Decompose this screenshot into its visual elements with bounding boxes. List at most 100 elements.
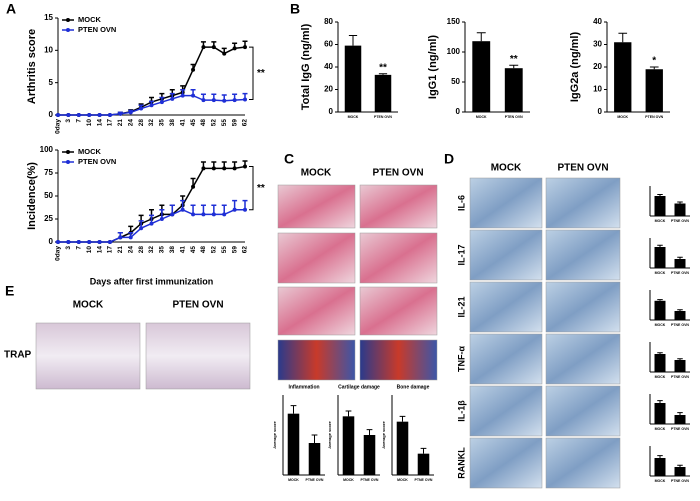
bar bbox=[674, 259, 686, 268]
error-bar bbox=[677, 256, 683, 259]
legend-marker bbox=[66, 18, 70, 22]
bar bbox=[654, 196, 666, 216]
x-tick-label: 28 bbox=[138, 246, 145, 254]
x-tick-label: MOCK bbox=[397, 478, 408, 482]
x-tick-label: 59 bbox=[231, 119, 238, 127]
bar bbox=[308, 443, 321, 475]
panel-label: D bbox=[444, 151, 454, 167]
x-tick-label: MOCK bbox=[655, 323, 666, 327]
x-tick-label: MOCK bbox=[348, 115, 359, 119]
data-point bbox=[128, 235, 133, 240]
y-tick-label: 0 bbox=[456, 107, 461, 116]
bar bbox=[674, 415, 686, 424]
y-tick-label: 80 bbox=[324, 17, 333, 26]
x-tick-label: 35 bbox=[159, 119, 166, 127]
bar bbox=[674, 203, 686, 216]
data-point bbox=[191, 93, 196, 98]
bar bbox=[374, 74, 392, 112]
error-bar bbox=[677, 309, 683, 311]
error-bar bbox=[476, 32, 486, 42]
data-point bbox=[56, 113, 60, 117]
histology-image bbox=[277, 339, 356, 381]
bar bbox=[654, 403, 666, 424]
error-bar bbox=[366, 429, 373, 435]
bar bbox=[342, 416, 355, 475]
x-tick-label: MOCK bbox=[288, 478, 299, 482]
y-axis-label: Incidence(%) bbox=[26, 162, 38, 230]
x-tick-label: PTNE OVN bbox=[671, 375, 689, 379]
data-point bbox=[243, 164, 247, 169]
data-point bbox=[118, 235, 123, 240]
data-point bbox=[191, 67, 196, 72]
x-tick-label: PTNE OVN bbox=[671, 323, 689, 327]
data-point bbox=[66, 113, 71, 117]
legend-label: PTEN OVN bbox=[78, 25, 116, 34]
error-bar bbox=[657, 455, 663, 458]
data-point bbox=[222, 166, 227, 171]
data-point bbox=[201, 166, 206, 171]
significance-bracket bbox=[249, 46, 254, 100]
y-tick-label: 60 bbox=[324, 40, 333, 49]
histology-image bbox=[359, 286, 438, 336]
legend-marker bbox=[66, 150, 70, 154]
histology-image bbox=[277, 286, 356, 336]
x-tick-label: 28 bbox=[138, 119, 145, 127]
data-point bbox=[243, 45, 247, 50]
data-point bbox=[201, 98, 206, 103]
x-tick-label: 55 bbox=[221, 246, 228, 254]
data-point bbox=[201, 212, 206, 217]
x-tick-label: 10 bbox=[86, 119, 93, 127]
row-label: IL-17 bbox=[456, 244, 466, 265]
data-point bbox=[56, 240, 60, 244]
error-bar bbox=[290, 405, 297, 414]
y-tick-label: 0 bbox=[49, 110, 54, 119]
y-axis-label: Arthritis score bbox=[26, 29, 38, 104]
error-bar bbox=[378, 73, 388, 75]
y-axis-label: IgG1 (ng/ml) bbox=[427, 35, 439, 100]
histology-image bbox=[469, 281, 543, 333]
x-tick-label: 55 bbox=[221, 119, 228, 127]
x-tick-label: PTEN OVN bbox=[645, 115, 663, 119]
data-point bbox=[87, 113, 92, 117]
x-tick-label: MOCK bbox=[655, 375, 666, 379]
histology-image bbox=[545, 385, 621, 437]
bar bbox=[654, 300, 666, 320]
error-bar bbox=[399, 415, 406, 422]
x-tick-label: 62 bbox=[242, 119, 249, 127]
row-label: IL-6 bbox=[456, 195, 466, 211]
x-tick-label: MOCK bbox=[343, 478, 354, 482]
data-point bbox=[232, 46, 237, 51]
y-tick-label: 0 bbox=[329, 107, 334, 116]
data-point bbox=[222, 98, 227, 103]
x-tick-label: 0day bbox=[55, 119, 62, 134]
histology-image bbox=[359, 184, 438, 229]
histology-image bbox=[145, 322, 251, 390]
bar bbox=[363, 435, 376, 475]
y-tick-label: 100 bbox=[40, 145, 54, 154]
bar bbox=[504, 68, 523, 112]
data-point bbox=[139, 226, 144, 231]
x-tick-label: 17 bbox=[107, 246, 114, 254]
column-heading: MOCK bbox=[73, 300, 104, 311]
y-axis-label: Total IgG (ng/ml) bbox=[300, 23, 312, 110]
bar bbox=[417, 453, 430, 475]
legend-marker bbox=[66, 28, 70, 32]
data-point bbox=[232, 98, 237, 103]
column-heading: MOCK bbox=[301, 168, 332, 179]
row-label: IL-21 bbox=[456, 296, 466, 317]
histology-image bbox=[277, 232, 356, 284]
x-tick-label: 3 bbox=[65, 119, 72, 123]
y-tick-label: 25 bbox=[44, 214, 53, 223]
significance-label: ** bbox=[510, 54, 518, 65]
data-point bbox=[191, 184, 196, 189]
error-bar bbox=[509, 64, 519, 69]
data-point bbox=[222, 51, 227, 56]
data-point bbox=[107, 113, 112, 117]
panel-label: B bbox=[290, 1, 300, 17]
data-point bbox=[76, 113, 81, 117]
panel-label: E bbox=[5, 283, 14, 299]
chart-title: Inflammation bbox=[288, 384, 319, 390]
y-tick-label: 30 bbox=[593, 40, 602, 49]
data-point bbox=[149, 103, 154, 108]
data-point bbox=[180, 93, 185, 98]
